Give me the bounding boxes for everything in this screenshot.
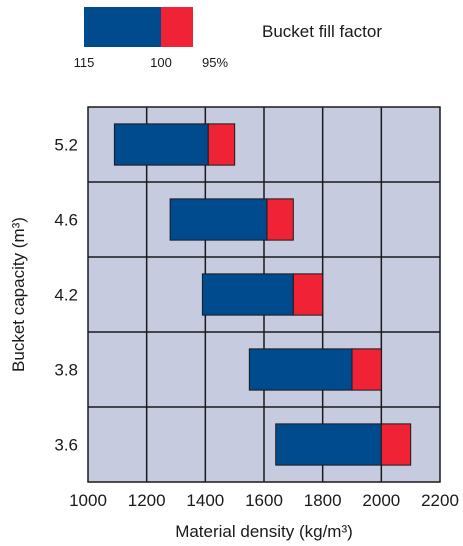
x-tick-label: 1200 xyxy=(128,491,166,510)
x-tick-label: 1400 xyxy=(186,491,224,510)
bar-blue-3-8 xyxy=(248,348,353,391)
x-tick-labels: 1000 1200 1400 1600 1800 2000 2200 xyxy=(69,491,459,510)
legend-label-95: 95% xyxy=(202,55,228,70)
x-axis-label: Material density (kg/m³) xyxy=(175,522,353,541)
x-tick-label: 1800 xyxy=(304,491,342,510)
bar-blue-4-6 xyxy=(169,198,268,241)
bar-red-5-2 xyxy=(207,123,236,166)
bar-blue-3-6 xyxy=(275,423,382,466)
bar-blue-5-2 xyxy=(113,123,209,166)
bar-blue-4-2 xyxy=(201,273,294,316)
x-tick-label: 2000 xyxy=(362,491,400,510)
bar-red-3-8 xyxy=(351,348,382,391)
legend-label-115: 115 xyxy=(74,55,95,70)
legend-swatch-95 xyxy=(161,7,193,47)
y-axis-label: Bucket capacity (m³) xyxy=(9,217,28,372)
y-tick-label: 4.6 xyxy=(54,211,78,230)
y-tick-label: 4.2 xyxy=(54,286,78,305)
legend-label-100: 100 xyxy=(150,55,172,70)
legend-swatch-115 xyxy=(84,7,161,47)
legend-title: Bucket fill factor xyxy=(262,22,382,41)
x-tick-label: 1000 xyxy=(69,491,107,510)
y-tick-label: 3.8 xyxy=(54,361,78,380)
legend: 115 100 95% Bucket fill factor xyxy=(74,7,382,70)
bars xyxy=(113,123,412,466)
y-tick-labels: 5.2 4.6 4.2 3.8 3.6 xyxy=(54,136,78,455)
bar-red-4-6 xyxy=(266,198,294,241)
bar-red-3-6 xyxy=(380,423,412,466)
x-tick-label: 1600 xyxy=(245,491,283,510)
y-tick-label: 5.2 xyxy=(54,136,78,155)
plot-frame xyxy=(87,106,441,483)
bar-red-4-2 xyxy=(292,273,324,316)
y-tick-label: 3.6 xyxy=(54,436,78,455)
x-tick-label: 2200 xyxy=(421,491,459,510)
